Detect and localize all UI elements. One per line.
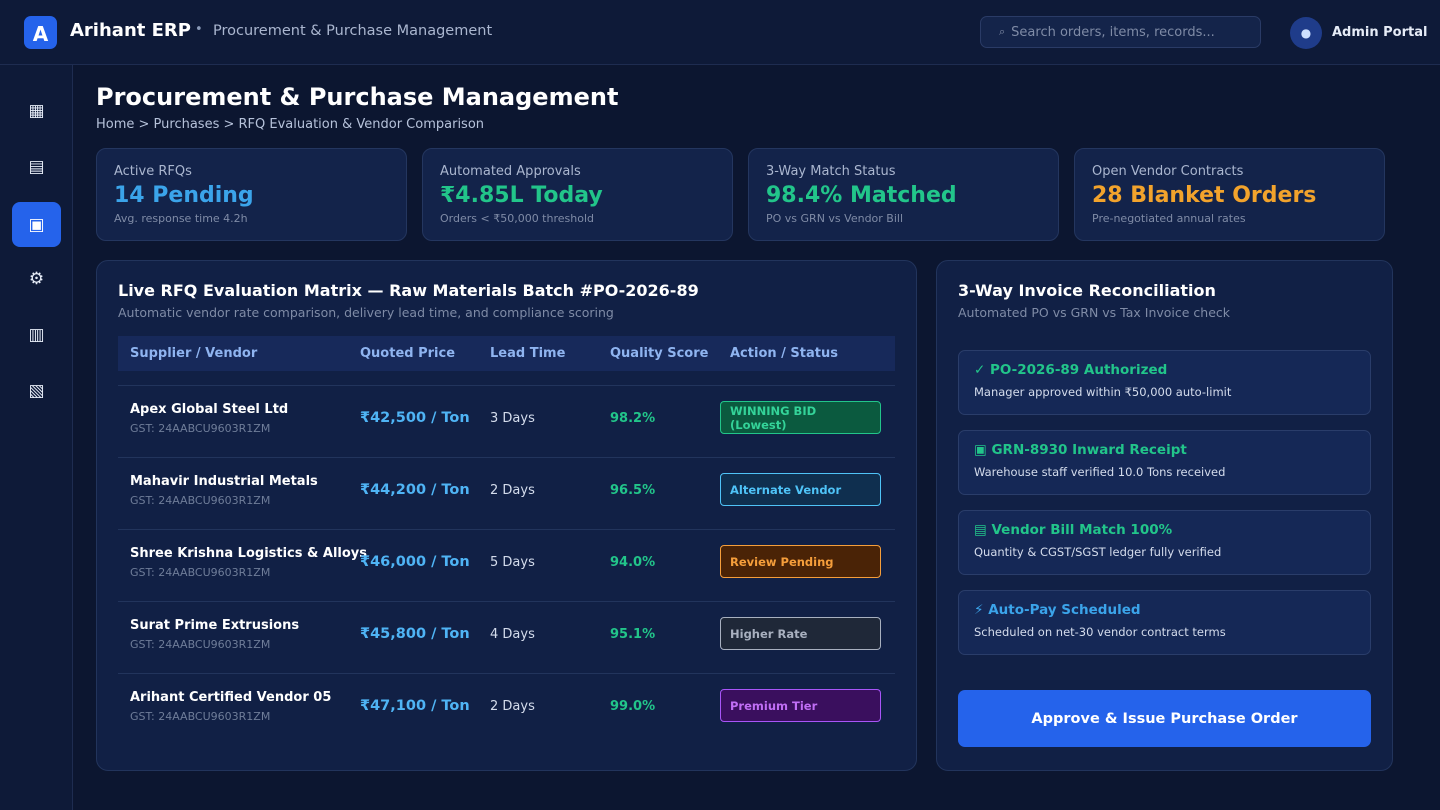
lead-time: 3 Days [490, 411, 535, 426]
kpi-label: Active RFQs [114, 164, 192, 179]
approve-issue-po-button[interactable]: Approve & Issue Purchase Order [958, 690, 1371, 747]
recon-step-title: ▣ GRN-8930 Inward Receipt [974, 442, 1187, 458]
recon-step-bill[interactable]: ▤ Vendor Bill Match 100% Quantity & CGST… [958, 510, 1371, 575]
rfq-matrix-title: Live RFQ Evaluation Matrix — Raw Materia… [118, 281, 699, 300]
lead-time: 2 Days [490, 699, 535, 714]
quality-score: 98.2% [610, 411, 656, 426]
vendor-name: Mahavir Industrial Metals [130, 474, 318, 489]
table-row[interactable]: Surat Prime Extrusions GST: 24AABCU9603R… [118, 601, 895, 673]
recon-step-po[interactable]: ✓ PO-2026-89 Authorized Manager approved… [958, 350, 1371, 415]
vendor-gst: GST: 24AABCU9603R1ZM [130, 422, 271, 435]
lightning-icon: ⚡ [974, 602, 984, 618]
table-row[interactable]: Mahavir Industrial Metals GST: 24AABCU96… [118, 457, 895, 529]
column-header[interactable]: Lead Time [490, 346, 566, 361]
kpi-subtext: PO vs GRN vs Vendor Bill [766, 212, 904, 225]
vendor-name: Apex Global Steel Ltd [130, 402, 289, 417]
search-icon: ⌕ [999, 25, 1006, 38]
admin-portal-label[interactable]: Admin Portal [1332, 25, 1428, 40]
search-input[interactable]: ⌕ Search orders, items, records... [980, 16, 1261, 48]
reconciliation-title: 3-Way Invoice Reconciliation [958, 281, 1216, 300]
quality-score: 95.1% [610, 627, 656, 642]
kpi-vendor-contracts[interactable]: Open Vendor Contracts 28 Blanket Orders … [1074, 148, 1385, 241]
cart-icon[interactable]: ▤ [28, 156, 45, 177]
vendor-name: Arihant Certified Vendor 05 [130, 690, 332, 705]
rfq-matrix-subtitle: Automatic vendor rate comparison, delive… [118, 305, 614, 320]
status-badge[interactable]: Higher Rate [720, 617, 881, 650]
clipboard-icon[interactable]: ▣ [12, 202, 61, 247]
vendor-name: Surat Prime Extrusions [130, 618, 300, 633]
rfq-matrix-panel: Live RFQ Evaluation Matrix — Raw Materia… [96, 260, 917, 771]
reconciliation-panel: 3-Way Invoice Reconciliation Automated P… [936, 260, 1393, 771]
top-bar: A Arihant ERP • Procurement & Purchase M… [0, 0, 1440, 65]
quality-score: 94.0% [610, 555, 656, 570]
column-header[interactable]: Quoted Price [360, 346, 456, 361]
quoted-price: ₹45,800 / Ton [360, 626, 470, 642]
user-icon[interactable]: ● [1290, 17, 1322, 49]
gear-icon[interactable]: ⚙ [28, 268, 45, 289]
document-icon[interactable]: ▧ [28, 380, 45, 401]
kpi-3way-match[interactable]: 3-Way Match Status 98.4% Matched PO vs G… [748, 148, 1059, 241]
quoted-price: ₹46,000 / Ton [360, 554, 470, 570]
vendor-gst: GST: 24AABCU9603R1ZM [130, 710, 271, 723]
quoted-price: ₹44,200 / Ton [360, 482, 470, 498]
sidebar: ▦ ▤ ▣ ⚙ ▥ ▧ [0, 65, 73, 810]
quality-score: 99.0% [610, 699, 656, 714]
receipt-icon: ▤ [974, 522, 987, 538]
kpi-value: 14 Pending [114, 183, 254, 208]
vendor-gst: GST: 24AABCU9603R1ZM [130, 638, 271, 651]
reconciliation-subtitle: Automated PO vs GRN vs Tax Invoice check [958, 305, 1231, 320]
table-row[interactable]: Shree Krishna Logistics & Alloys GST: 24… [118, 529, 895, 601]
recon-step-grn[interactable]: ▣ GRN-8930 Inward Receipt Warehouse staf… [958, 430, 1371, 495]
table-header: Supplier / Vendor Quoted Price Lead Time… [118, 336, 895, 371]
recon-step-title: ⚡ Auto-Pay Scheduled [974, 602, 1141, 618]
status-badge[interactable]: WINNING BID (Lowest) [720, 401, 881, 434]
quoted-price: ₹42,500 / Ton [360, 410, 470, 426]
table-row[interactable]: Arihant Certified Vendor 05 GST: 24AABCU… [118, 673, 895, 745]
recon-step-detail: Warehouse staff verified 10.0 Tons recei… [974, 465, 1226, 479]
package-icon: ▣ [974, 442, 987, 458]
kpi-subtext: Avg. response time 4.2h [114, 212, 248, 225]
recon-step-autopay[interactable]: ⚡ Auto-Pay Scheduled Scheduled on net-30… [958, 590, 1371, 655]
app-name: Arihant ERP [70, 20, 191, 41]
recon-step-detail: Manager approved within ₹50,000 auto-lim… [974, 385, 1232, 399]
kpi-active-rfqs[interactable]: Active RFQs 14 Pending Avg. response tim… [96, 148, 407, 241]
column-header[interactable]: Action / Status [730, 346, 838, 361]
module-name: Procurement & Purchase Management [213, 23, 493, 39]
title-separator: • [195, 22, 203, 37]
table-row[interactable]: Apex Global Steel Ltd GST: 24AABCU9603R1… [118, 385, 895, 457]
kpi-value: ₹4.85L Today [440, 183, 603, 208]
dashboard-icon[interactable]: ▦ [28, 100, 45, 121]
kpi-value: 28 Blanket Orders [1092, 183, 1317, 208]
recon-step-detail: Scheduled on net-30 vendor contract term… [974, 625, 1226, 639]
app-logo[interactable]: A [24, 16, 57, 49]
recon-step-title: ✓ PO-2026-89 Authorized [974, 362, 1168, 378]
status-badge[interactable]: Review Pending [720, 545, 881, 578]
status-badge[interactable]: Premium Tier [720, 689, 881, 722]
kpi-value: 98.4% Matched [766, 183, 957, 208]
recon-step-title: ▤ Vendor Bill Match 100% [974, 522, 1173, 538]
lead-time: 5 Days [490, 555, 535, 570]
vendor-gst: GST: 24AABCU9603R1ZM [130, 494, 271, 507]
vendor-gst: GST: 24AABCU9603R1ZM [130, 566, 271, 579]
lead-time: 4 Days [490, 627, 535, 642]
kpi-label: Open Vendor Contracts [1092, 164, 1244, 179]
status-badge[interactable]: Alternate Vendor [720, 473, 881, 506]
kpi-label: 3-Way Match Status [766, 164, 896, 179]
quality-score: 96.5% [610, 483, 656, 498]
chart-icon[interactable]: ▥ [28, 324, 45, 345]
vendor-name: Shree Krishna Logistics & Alloys [130, 546, 368, 561]
lead-time: 2 Days [490, 483, 535, 498]
kpi-subtext: Pre-negotiated annual rates [1092, 212, 1246, 225]
search-placeholder: Search orders, items, records... [1011, 24, 1215, 40]
kpi-label: Automated Approvals [440, 164, 581, 179]
quoted-price: ₹47,100 / Ton [360, 698, 470, 714]
recon-step-detail: Quantity & CGST/SGST ledger fully verifi… [974, 545, 1222, 559]
check-icon: ✓ [974, 362, 986, 378]
column-header[interactable]: Supplier / Vendor [130, 346, 258, 361]
page-title: Procurement & Purchase Management [96, 83, 619, 111]
kpi-subtext: Orders < ₹50,000 threshold [440, 212, 594, 225]
column-header[interactable]: Quality Score [610, 346, 709, 361]
breadcrumb[interactable]: Home > Purchases > RFQ Evaluation & Vend… [96, 117, 485, 132]
kpi-automated-approvals[interactable]: Automated Approvals ₹4.85L Today Orders … [422, 148, 733, 241]
